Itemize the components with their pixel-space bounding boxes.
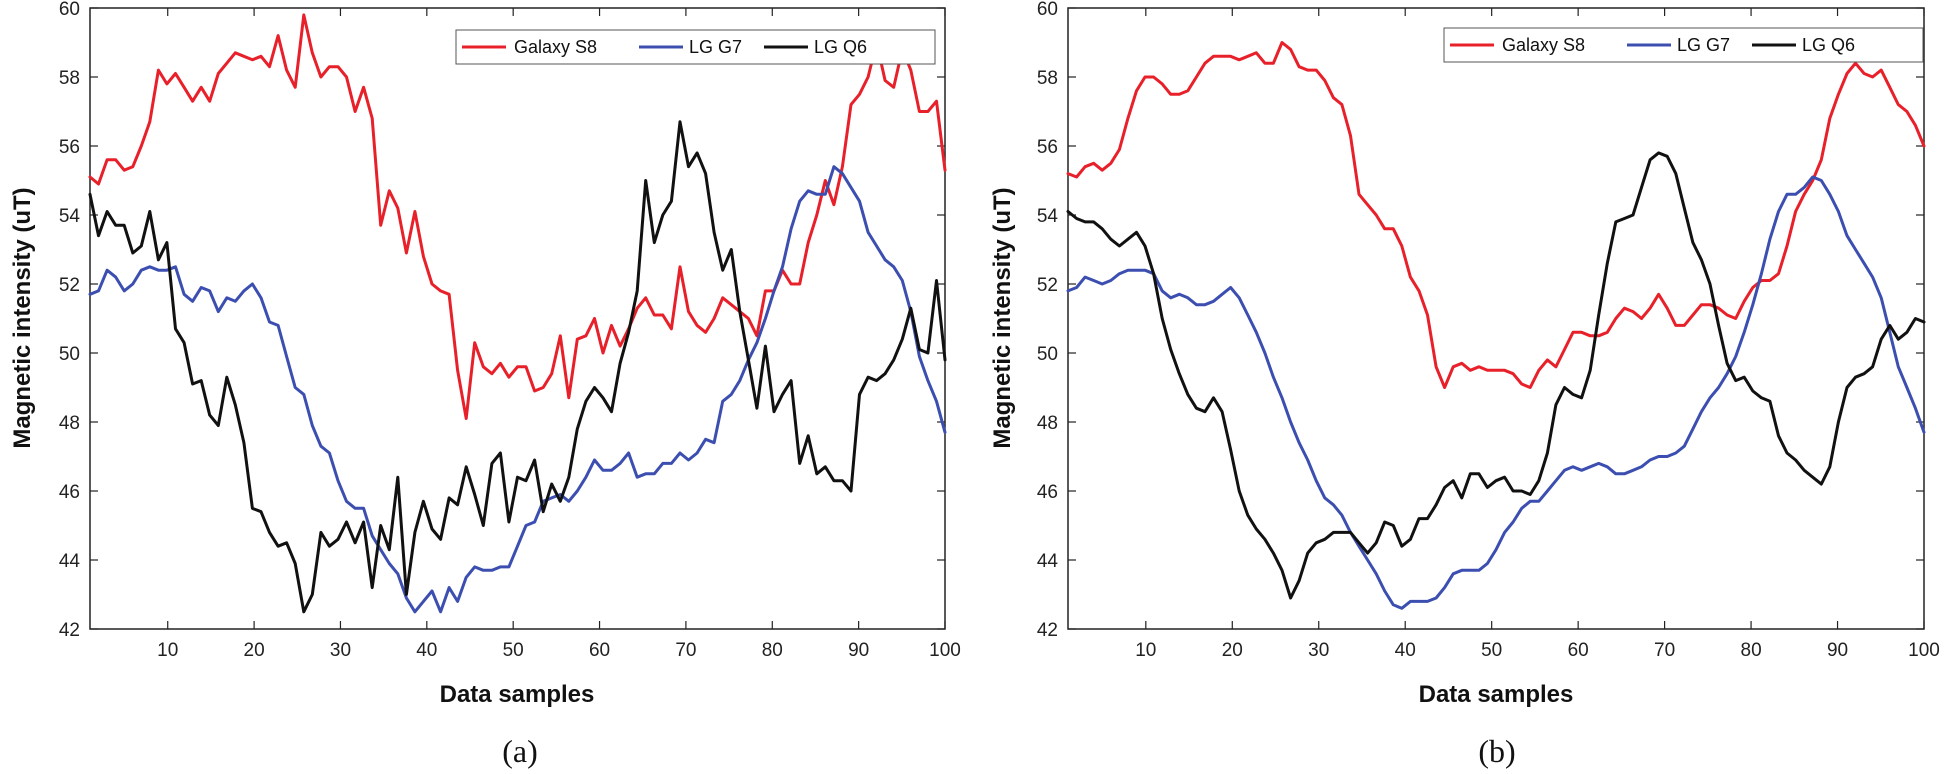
series-lines — [88, 13, 947, 614]
x-tick-label: 90 — [848, 640, 869, 661]
panel-caption: (a) — [502, 733, 538, 769]
x-tick-label: 50 — [503, 640, 524, 661]
y-axis-ticks: 42 44 46 48 50 52 54 56 58 60 — [59, 0, 945, 641]
y-tick-label: 58 — [59, 68, 80, 89]
x-tick-label: 30 — [1308, 640, 1329, 661]
x-tick-label: 100 — [929, 640, 961, 661]
x-tick-label: 80 — [1741, 640, 1762, 661]
x-axis-title: Data samples — [1419, 681, 1574, 708]
x-tick-label: 80 — [762, 640, 783, 661]
legend-box — [1443, 27, 1924, 63]
legend-label-galaxy-s8: Galaxy S8 — [514, 37, 597, 57]
x-tick-label: 60 — [589, 640, 610, 661]
legend-label-lg-q6: LG Q6 — [1802, 35, 1855, 55]
series-line-lg-q6 — [1066, 151, 1926, 600]
x-tick-label: 60 — [1568, 640, 1589, 661]
y-tick-label: 52 — [59, 275, 80, 296]
y-tick-label: 50 — [59, 344, 80, 365]
x-tick-label: 30 — [330, 640, 351, 661]
y-tick-label: 56 — [59, 137, 80, 158]
x-tick-label: 40 — [416, 640, 437, 661]
y-tick-label: 60 — [1037, 0, 1058, 20]
plot-frame — [89, 7, 946, 630]
legend-label-galaxy-s8: Galaxy S8 — [1502, 35, 1585, 55]
y-tick-label: 56 — [1037, 137, 1058, 158]
y-tick-label: 46 — [59, 482, 80, 503]
x-tick-label: 20 — [1222, 640, 1243, 661]
y-tick-label: 44 — [59, 551, 81, 572]
x-tick-label: 100 — [1908, 640, 1940, 661]
legend-label-lg-g7: LG G7 — [689, 37, 742, 57]
y-tick-label: 52 — [1037, 275, 1058, 296]
series-line-galaxy-s8 — [88, 13, 947, 420]
series-lines — [1066, 41, 1926, 610]
y-axis-title: Magnetic intensity (uT) — [9, 187, 36, 448]
legend-label-lg-q6: LG Q6 — [814, 37, 867, 57]
y-tick-label: 46 — [1037, 482, 1058, 503]
legend: Galaxy S8 LG G7 LG Q6 — [455, 29, 936, 65]
x-axis-ticks: 10 20 30 40 50 60 70 80 90 100 — [1135, 8, 1940, 661]
legend-label-lg-g7: LG G7 — [1677, 35, 1730, 55]
legend: Galaxy S8 LG G7 LG Q6 — [1443, 27, 1924, 63]
panel-caption: (b) — [1478, 733, 1515, 769]
y-tick-label: 48 — [59, 413, 80, 434]
x-tick-label: 20 — [244, 640, 265, 661]
series-line-lg-q6 — [88, 120, 947, 614]
series-line-lg-g7 — [88, 165, 947, 614]
x-axis-ticks: 10 20 30 40 50 60 70 80 90 100 — [157, 8, 961, 661]
x-tick-label: 10 — [157, 640, 178, 661]
y-tick-label: 50 — [1037, 344, 1058, 365]
y-tick-label: 44 — [1037, 551, 1059, 572]
y-axis-title: Magnetic intensity (uT) — [989, 187, 1016, 448]
y-tick-label: 42 — [1037, 620, 1058, 641]
x-tick-label: 40 — [1395, 640, 1416, 661]
x-tick-label: 50 — [1481, 640, 1502, 661]
plot-frame — [1067, 7, 1925, 630]
y-tick-label: 60 — [59, 0, 80, 20]
y-tick-label: 42 — [59, 620, 80, 641]
y-tick-label: 54 — [1037, 206, 1059, 227]
x-tick-label: 10 — [1135, 640, 1156, 661]
series-line-galaxy-s8 — [1066, 41, 1926, 389]
x-tick-label: 90 — [1827, 640, 1848, 661]
x-axis-title: Data samples — [440, 681, 595, 708]
series-line-lg-g7 — [1066, 175, 1926, 610]
y-axis-ticks: 42 44 46 48 50 52 54 56 58 60 — [1037, 0, 1924, 641]
x-tick-label: 70 — [1654, 640, 1675, 661]
x-tick-label: 70 — [675, 640, 696, 661]
y-tick-label: 58 — [1037, 68, 1058, 89]
y-tick-label: 54 — [59, 206, 81, 227]
legend-box — [455, 29, 936, 65]
y-tick-label: 48 — [1037, 413, 1058, 434]
